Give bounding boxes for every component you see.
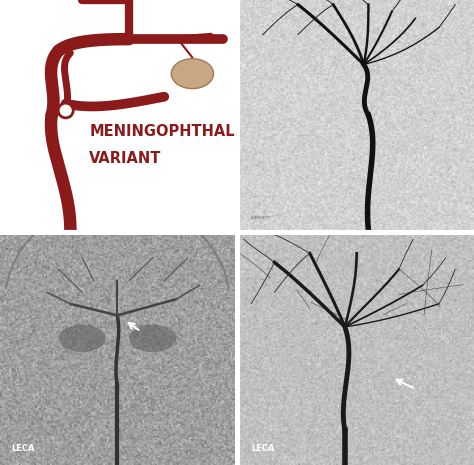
- Text: MENINGOPHTHALMIC: MENINGOPHTHALMIC: [89, 124, 265, 139]
- Ellipse shape: [171, 59, 213, 89]
- Ellipse shape: [129, 325, 176, 352]
- Ellipse shape: [59, 325, 106, 352]
- Text: VARIANT: VARIANT: [89, 151, 162, 166]
- Circle shape: [58, 103, 73, 118]
- Text: carotid
plexus: carotid plexus: [184, 68, 201, 79]
- Text: LECA: LECA: [12, 445, 35, 453]
- Text: LVERSETT: LVERSETT: [251, 216, 271, 219]
- Text: LECA: LECA: [251, 445, 274, 453]
